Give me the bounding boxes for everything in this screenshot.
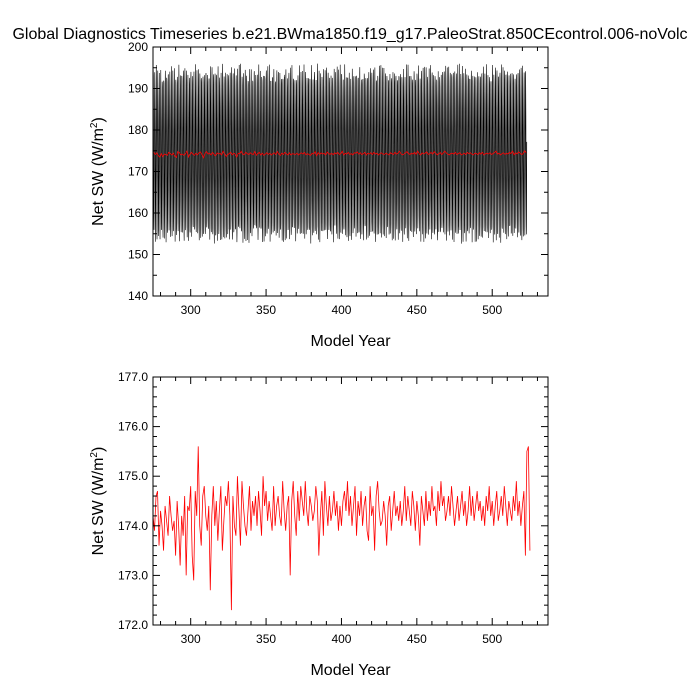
- figure-title: Global Diagnostics Timeseries b.e21.BWma…: [12, 26, 687, 43]
- y-tick-label: 140: [128, 289, 148, 303]
- y-tick-label: 177.0: [118, 370, 148, 384]
- y-tick-label: 173.0: [118, 568, 148, 582]
- series-line-1: [152, 63, 528, 244]
- x-tick-label: 350: [256, 303, 276, 317]
- x-tick-label: 300: [181, 632, 201, 646]
- plot-frame: [152, 376, 549, 626]
- x-tick-label: 450: [407, 303, 427, 317]
- y-tick-label: 175.0: [118, 469, 148, 483]
- x-axis-label: Model Year: [310, 662, 391, 679]
- x-tick-label: 300: [181, 303, 201, 317]
- y-tick-label: 180: [128, 123, 148, 137]
- y-tick-label: 174.0: [118, 519, 148, 533]
- x-tick-label: 500: [482, 632, 502, 646]
- x-axis-label: Model Year: [310, 333, 391, 350]
- y-axis-label: Net SW (W/m2): [89, 447, 107, 556]
- panel-top: 300 350 400 450 500 140 150 160 170 180 190 200 Mode…: [89, 40, 549, 350]
- panel-bottom: 300 350 400 450 500 172.0 173.0 174.0 175.0 176.0…: [89, 370, 549, 679]
- series-line-1: [152, 446, 531, 611]
- x-tick-label: 500: [482, 303, 502, 317]
- y-tick-label: 172.0: [118, 618, 148, 632]
- y-tick-label: 150: [128, 248, 148, 262]
- x-tick-label: 400: [331, 303, 351, 317]
- y-axis-label: Net SW (W/m2): [89, 117, 107, 226]
- y-tick-label: 200: [128, 40, 148, 54]
- y-tick-label: 176.0: [118, 420, 148, 434]
- y-tick-label: 170: [128, 165, 148, 179]
- y-tick-label: 190: [128, 82, 148, 96]
- x-tick-label: 350: [256, 632, 276, 646]
- series-line-2: [153, 149, 527, 159]
- x-tick-label: 450: [407, 632, 427, 646]
- x-tick-label: 400: [331, 632, 351, 646]
- y-tick-label: 160: [128, 206, 148, 220]
